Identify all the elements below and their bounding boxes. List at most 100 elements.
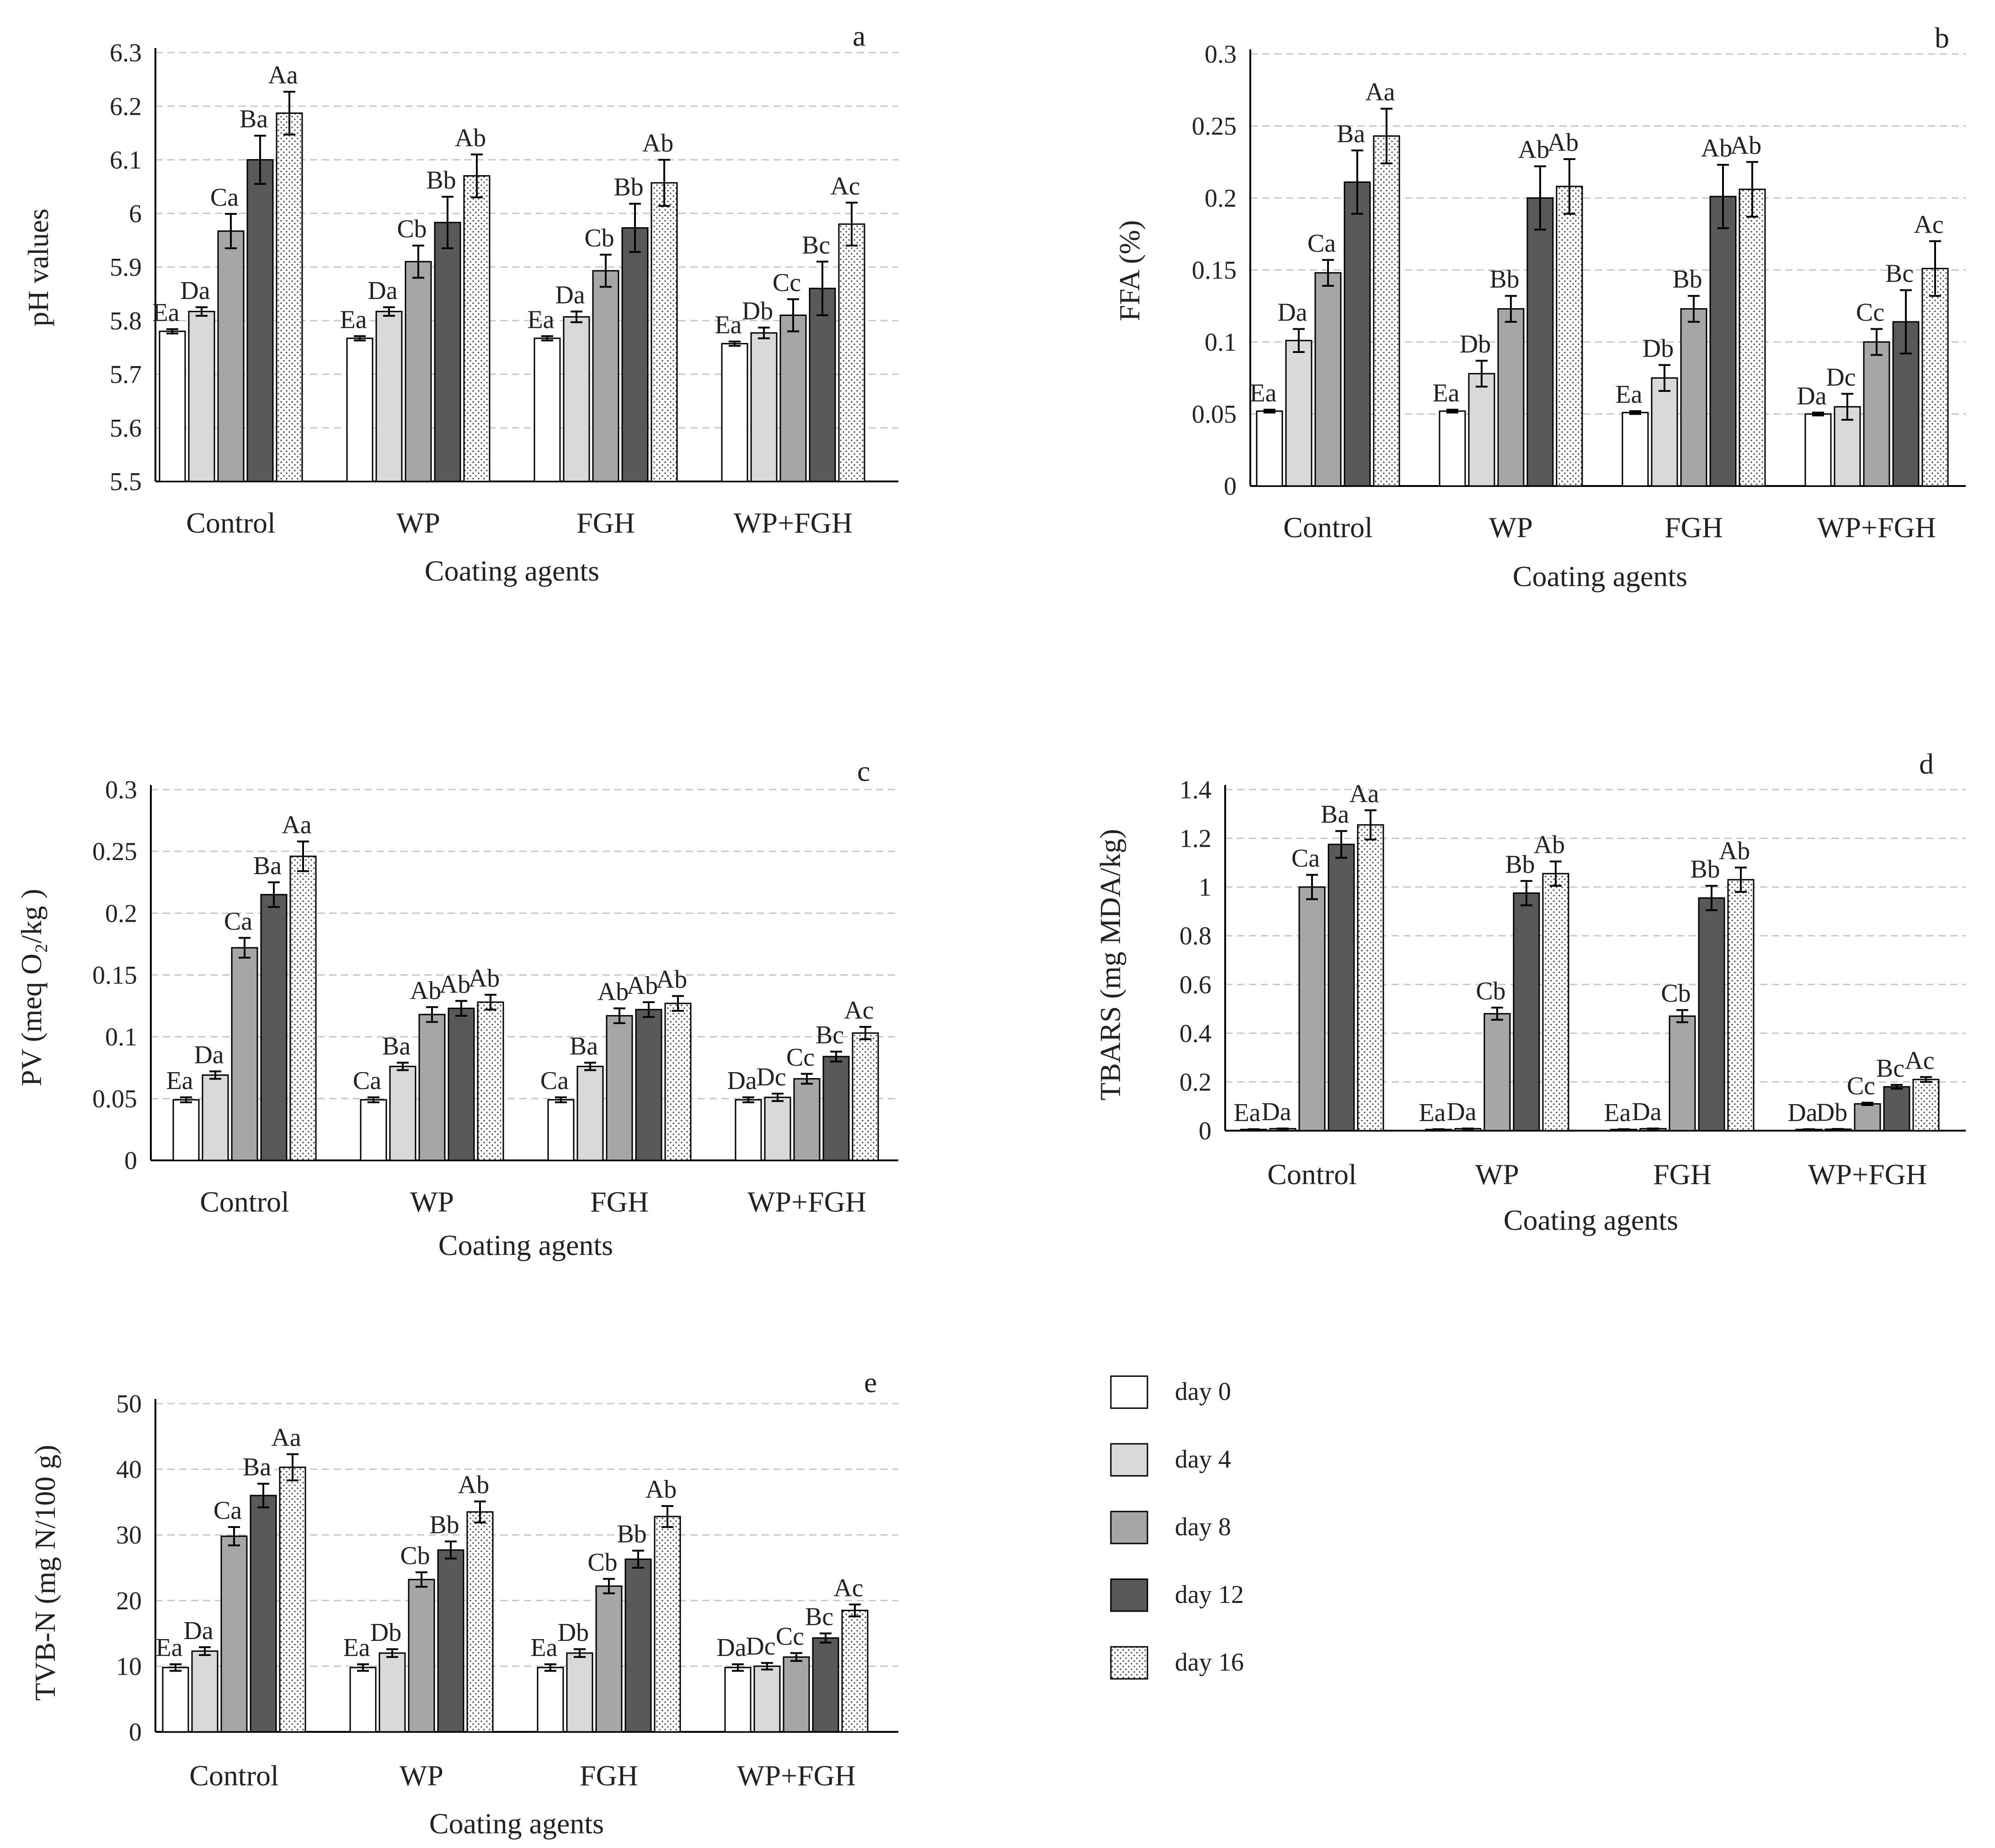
panel-a-bar (750, 332, 778, 482)
panel-e-bar-label: Ea (530, 1634, 557, 1662)
panel-d-bar-label: Ea (1419, 1099, 1446, 1127)
panel-a-bar-label: Ab (642, 129, 673, 158)
panel-b-bar (1651, 377, 1678, 487)
panel-b-category-label: WP+FGH (1817, 511, 1936, 544)
panel-b-bar-label: Da (1797, 382, 1826, 410)
panel-c-bar (606, 1015, 633, 1161)
panel-a-y-tick-label: 5.8 (110, 307, 142, 335)
panel-e-y-tick-label: 30 (116, 1521, 142, 1549)
panel-a-bar-label: Ca (210, 183, 239, 212)
panel-c-x-axis-title: Coating agents (438, 1229, 613, 1261)
panel-d-bar (1542, 873, 1569, 1132)
panel-a-bar (592, 270, 619, 482)
panel-c-bar (289, 855, 317, 1161)
panel-b-bar-label: Bc (1885, 260, 1914, 288)
panel-e-bar (379, 1652, 406, 1733)
legend-swatch-day-0 (1110, 1375, 1148, 1409)
panel-e-bar-label: Ab (645, 1475, 677, 1504)
panel-d-y-tick-label: 0.2 (1179, 1068, 1211, 1096)
panel-a-bar-label: Bb (426, 166, 456, 194)
panel-c-bar (260, 894, 288, 1161)
panel-b-bar (1373, 135, 1400, 487)
panel-e-bar (753, 1665, 781, 1733)
panel-c-bar-label: Ac (844, 996, 874, 1025)
panel-d-y-tick-label: 0.4 (1179, 1020, 1211, 1048)
panel-e-bar-label: Ea (343, 1634, 370, 1662)
panel-c-bar (793, 1078, 821, 1161)
panel-a-y-tick-label: 6 (129, 200, 142, 228)
panel-c-category-label: Control (200, 1186, 289, 1218)
panel-a-bar-label: Cb (397, 215, 427, 243)
panel-c-bar (764, 1096, 791, 1161)
panel-e-category-label: FGH (580, 1759, 638, 1792)
panel-c-bar (202, 1074, 229, 1161)
panel-b-bar-label: Ca (1307, 229, 1336, 257)
panel-b-letter: b (1935, 21, 1949, 54)
panel-a-bar-label: Cc (773, 268, 801, 297)
panel-e-y-tick-label: 0 (129, 1718, 142, 1747)
panel-e-bar-label: Bb (617, 1520, 646, 1549)
panel-d-bar (1883, 1086, 1910, 1132)
panel-a-bar-label: Ea (715, 311, 741, 339)
panel-b-bar (1622, 411, 1649, 487)
panel-d-y-tick-label: 0 (1199, 1117, 1211, 1145)
panel-d-bar (1357, 824, 1384, 1132)
panel-c-bar (576, 1066, 604, 1161)
panel-e-bar-label: Cb (400, 1542, 430, 1570)
panel-e-bar-label: Da (716, 1634, 746, 1662)
panel-c-bar-label: Ab (597, 977, 629, 1006)
panel-e-bar-label: Aa (271, 1424, 301, 1452)
panel-e-bar-label: Cc (776, 1623, 804, 1651)
panel-e-category-label: Control (189, 1759, 279, 1792)
panel-c-bar (547, 1099, 575, 1161)
panel-a-bar-label: Cb (584, 224, 614, 252)
panel-b-bar (1256, 410, 1283, 487)
panel-a-bar-label: Ea (340, 305, 367, 334)
panel-e-bar (654, 1516, 681, 1733)
panel-c-bar-label: Bc (816, 1021, 844, 1049)
panel-a-bar-label: Bc (802, 231, 830, 259)
panel-a-bar-label: Da (555, 281, 585, 309)
panel-a-y-tick-label: 5.5 (110, 468, 142, 496)
panel-a-bar (217, 230, 245, 482)
panel-b-y-tick-label: 0.25 (1192, 112, 1237, 141)
panel-b-x-axis-title: Coating agents (1513, 560, 1687, 593)
panel-b-bar-label: Db (1643, 334, 1674, 363)
panel-c-bar (664, 1003, 692, 1161)
panel-e-bar-label: Ea (155, 1634, 182, 1662)
panel-b-bar-label: Db (1460, 330, 1491, 358)
panel-d-bar-label: Ea (1604, 1099, 1631, 1127)
panel-a-bar (721, 343, 748, 482)
panel-e-bar (595, 1585, 623, 1733)
panel-d-bar-label: Bb (1690, 855, 1720, 883)
panel-b-bar-label: Ab (1701, 134, 1732, 163)
panel-b-y-tick-label: 0.1 (1205, 328, 1237, 357)
panel-d-bar-label: Da (1446, 1098, 1476, 1126)
panel-b-y-tick-label: 0.15 (1192, 256, 1237, 285)
panel-d-bar-label: Da (1261, 1098, 1291, 1126)
panel-e-bar-label: Ac (833, 1574, 863, 1602)
panel-d-y-tick-label: 1 (1199, 873, 1211, 902)
panel-d-bar (1912, 1079, 1940, 1132)
panel-e: e TVB-N (mg N/100 g) Coating agents 0 10 2… (29, 1366, 898, 1840)
legend: day 0 day 4 day 8 day 12 day 16 (1110, 1375, 1244, 1680)
panel-d-x-axis-title: Coating agents (1504, 1204, 1678, 1236)
panel-b-bar-label: Bb (1672, 265, 1702, 294)
panel-a-bar-label: Ac (830, 172, 860, 200)
panel-c-bar (735, 1099, 762, 1161)
panel-c-bar-label: Ab (469, 964, 500, 993)
panel-e-bar (408, 1579, 435, 1733)
panel-a-y-tick-label: 5.7 (110, 361, 142, 389)
panel-e-bar (162, 1666, 189, 1733)
panel-c-bar-label: Aa (282, 811, 311, 839)
panel-a-bar (838, 223, 865, 482)
panel-a-bar (809, 288, 836, 482)
panel-a-bar-label: Ba (240, 105, 268, 134)
panel-e-category-label: WP+FGH (737, 1759, 856, 1792)
panel-c-bar (852, 1032, 879, 1161)
panel-b-bar (1497, 308, 1525, 487)
panel-c-bar (231, 947, 258, 1161)
panel-c-bar-label: Ab (627, 972, 658, 1000)
panel-c-bar (360, 1099, 387, 1161)
